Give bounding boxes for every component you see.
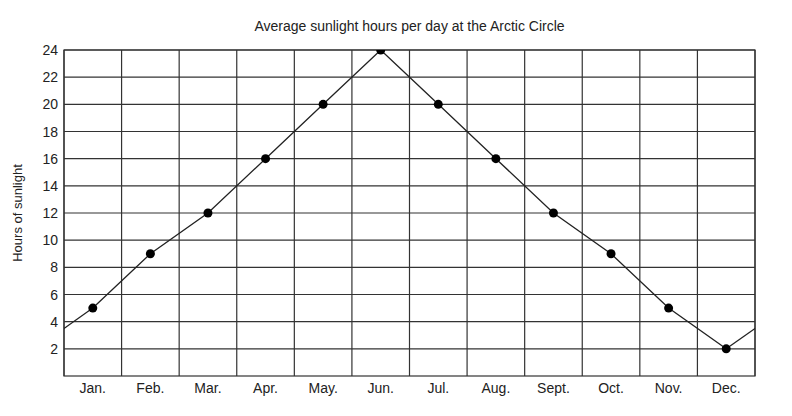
- line: [93, 50, 726, 349]
- page: {"chart_data": {"type": "line", "title":…: [0, 0, 792, 416]
- point: [146, 249, 155, 258]
- category-grid-line: [351, 50, 352, 376]
- x-tick-label: Jan.: [80, 380, 106, 396]
- y-tick-label: 16: [42, 151, 58, 167]
- y-tick-label: 6: [50, 287, 58, 303]
- point: [261, 154, 270, 163]
- line-wrap-end: [726, 308, 755, 349]
- x-tick-label: May.: [308, 380, 337, 396]
- x-tick-label: Apr.: [253, 380, 278, 396]
- x-tick-label: Aug.: [481, 380, 510, 396]
- y-tick-label: 2: [50, 341, 58, 357]
- point: [549, 209, 558, 218]
- y-tick-label: 20: [42, 96, 58, 112]
- category-grid-line: [524, 50, 525, 376]
- category-grid-line: [466, 50, 467, 376]
- x-tick-label: Sept.: [537, 380, 570, 396]
- x-tick-label: Oct.: [598, 380, 624, 396]
- category-grid-line: [179, 50, 180, 376]
- category-grid-line: [121, 50, 122, 376]
- series: [64, 50, 755, 353]
- y-tick-label: 4: [50, 314, 58, 330]
- x-tick-label: Nov.: [655, 380, 683, 396]
- y-tick-label: 14: [42, 178, 58, 194]
- point: [434, 100, 443, 109]
- y-tick-label: 10: [42, 232, 58, 248]
- x-tick-label: Feb.: [136, 380, 164, 396]
- point: [88, 304, 97, 313]
- chart: Average sunlight hours per day at the Ar…: [0, 0, 792, 416]
- line-wrap-start: [64, 308, 93, 349]
- category-grid-line: [236, 50, 237, 376]
- category-grid-line: [582, 50, 583, 376]
- plot-frame: [64, 50, 755, 376]
- y-tick-label: 18: [42, 124, 58, 140]
- point: [319, 100, 328, 109]
- category-grid-line: [409, 50, 410, 376]
- y-tick-label: 8: [50, 259, 58, 275]
- point: [376, 50, 385, 55]
- point: [491, 154, 500, 163]
- point: [607, 249, 616, 258]
- category-grid-line: [639, 50, 640, 376]
- x-tick-label: Jun.: [367, 380, 393, 396]
- x-tick-label: Mar.: [194, 380, 221, 396]
- point: [203, 209, 212, 218]
- point: [664, 304, 673, 313]
- x-tick-label: Jul.: [427, 380, 449, 396]
- category-grid-line: [697, 50, 698, 376]
- title: Average sunlight hours per day at the Ar…: [254, 18, 564, 34]
- category-grid-line: [294, 50, 295, 376]
- y-tick-label: 24: [42, 42, 58, 58]
- y-axis-label: Hours of sunlight: [10, 164, 25, 262]
- x-tick-label: Dec.: [712, 380, 741, 396]
- y-tick-label: 12: [42, 205, 58, 221]
- grid: [64, 50, 755, 376]
- point: [722, 344, 731, 353]
- y-tick-label: 22: [42, 69, 58, 85]
